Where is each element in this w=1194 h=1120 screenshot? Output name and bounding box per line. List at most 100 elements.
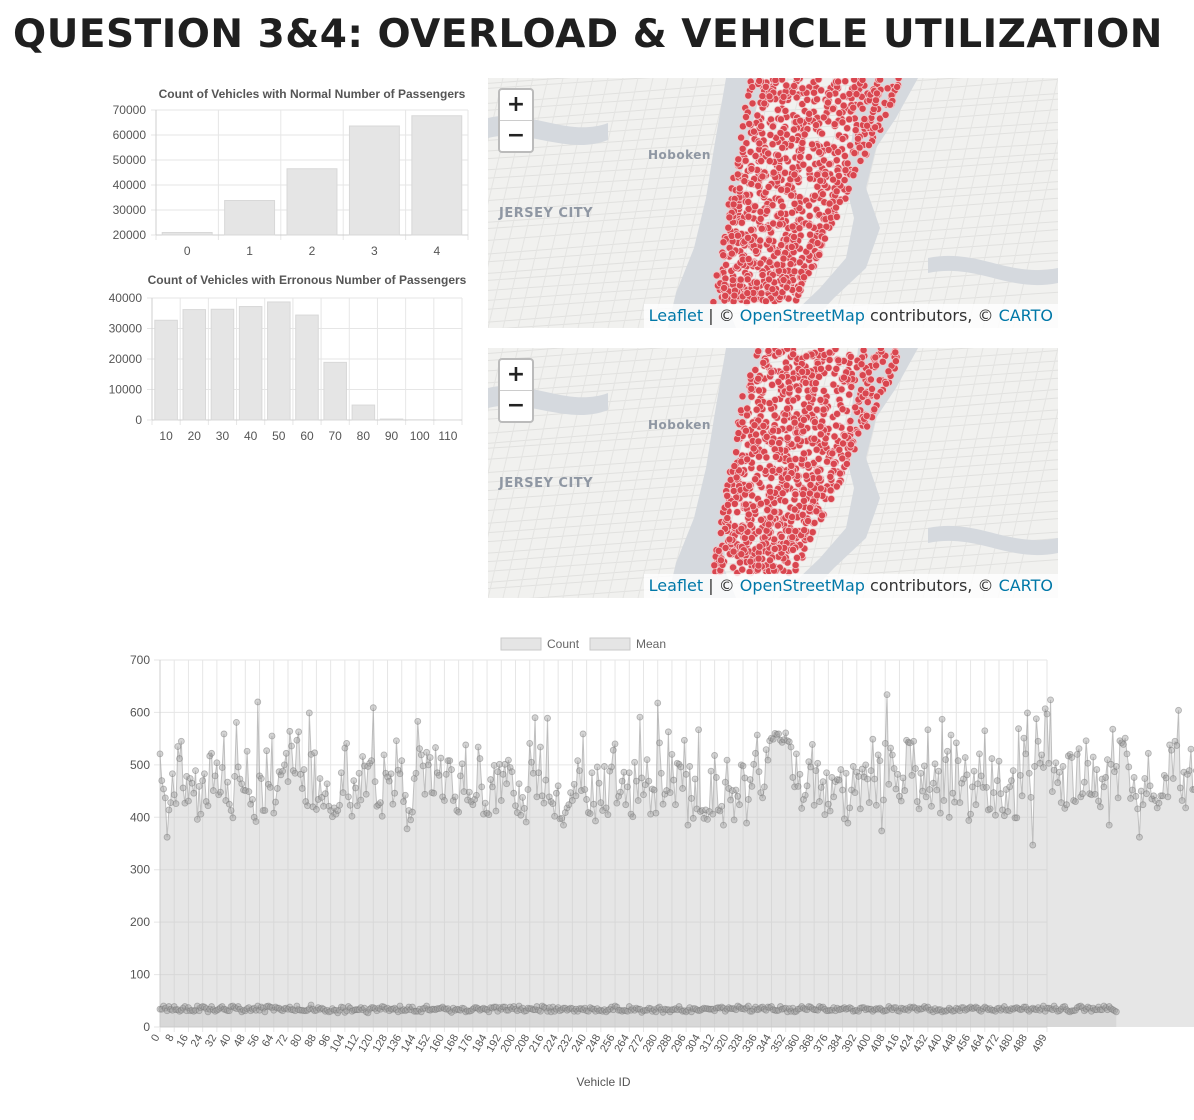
data-point [1038, 751, 1046, 759]
vehicle-marker [730, 499, 739, 508]
vehicle-marker [815, 250, 824, 259]
zoom-control: + − [498, 358, 534, 423]
data-point [357, 796, 365, 804]
data-point [245, 788, 253, 796]
data-point [917, 769, 925, 777]
data-point [371, 778, 379, 786]
data-point [284, 778, 292, 786]
data-point [1072, 798, 1079, 805]
vehicle-marker [795, 224, 804, 233]
zoom-in-button[interactable]: + [500, 360, 532, 391]
vehicle-marker [838, 439, 847, 448]
data-point [313, 806, 320, 813]
vehicle-marker [759, 358, 768, 367]
data-point [208, 749, 215, 757]
y-tick-label: 20000 [109, 352, 143, 366]
vehicle-marker [795, 258, 804, 267]
vehicle-marker [747, 225, 756, 234]
vehicle-marker [758, 172, 767, 181]
carto-link[interactable]: CARTO [998, 306, 1053, 325]
openstreetmap-link[interactable]: OpenStreetMap [739, 576, 865, 595]
vehicle-marker [756, 214, 765, 223]
data-point [417, 751, 425, 759]
vehicle-marker [725, 213, 734, 222]
carto-link[interactable]: CARTO [998, 576, 1053, 595]
map-street [577, 348, 639, 598]
data-point [444, 757, 452, 765]
vehicle-marker [834, 97, 843, 106]
data-point [396, 770, 404, 778]
data-point [485, 811, 493, 819]
data-point [300, 766, 308, 773]
vehicle-marker [775, 466, 784, 475]
vehicle-marker [789, 396, 798, 405]
data-point [972, 801, 980, 809]
openstreetmap-link[interactable]: OpenStreetMap [739, 306, 865, 325]
data-point [711, 752, 718, 759]
vehicle-marker [849, 171, 858, 180]
vehicle-marker [788, 545, 797, 554]
vehicle-marker [730, 291, 739, 300]
data-point [533, 793, 541, 801]
data-point [1091, 790, 1099, 798]
bar [238, 306, 263, 421]
page-title: QUESTION 3&4: OVERLOAD & VEHICLE UTILIZA… [13, 12, 1163, 57]
map-street [562, 348, 624, 598]
zoom-in-button[interactable]: + [500, 90, 532, 121]
vehicle-marker [782, 235, 791, 244]
data-point [824, 800, 832, 808]
vehicle-marker [779, 254, 788, 263]
zoom-out-button[interactable]: − [506, 393, 526, 418]
leaflet-link[interactable]: Leaflet [648, 306, 704, 325]
data-point [844, 819, 852, 827]
attribution-separator: | © [703, 576, 740, 595]
map-street [967, 78, 1029, 328]
zoom-out-button[interactable]: − [506, 123, 526, 148]
data-point [552, 789, 560, 797]
data-point [894, 770, 902, 778]
vehicle-marker [863, 422, 872, 431]
y-tick-label: 60000 [113, 128, 147, 142]
data-point [709, 810, 717, 818]
vehicle-marker [764, 149, 773, 158]
vehicle-marker [771, 78, 780, 85]
data-point [529, 769, 537, 777]
data-point [625, 769, 633, 777]
data-point [195, 782, 203, 790]
data-point [759, 794, 766, 802]
vehicle-marker [799, 160, 808, 169]
data-point [616, 788, 624, 796]
vehicle-marker [780, 416, 789, 425]
data-point [817, 783, 825, 791]
map-panel-overload[interactable]: Hoboken JERSEY CITY + − Leaflet | © Open… [488, 78, 1058, 328]
vehicle-marker [754, 554, 763, 563]
vehicle-marker [832, 364, 841, 373]
data-point [581, 786, 589, 793]
data-point [544, 714, 551, 722]
data-point [464, 796, 471, 804]
vehicle-marker [798, 367, 807, 376]
data-point [380, 751, 388, 759]
vehicle-marker [850, 78, 859, 84]
map-street [532, 78, 594, 328]
data-point [1032, 715, 1040, 723]
data-point [638, 774, 646, 782]
data-point [830, 793, 838, 801]
map-street [667, 78, 729, 328]
leaflet-link[interactable]: Leaflet [648, 576, 704, 595]
vehicle-marker [791, 561, 800, 570]
vehicle-marker [787, 242, 796, 251]
data-point [647, 810, 655, 818]
map-attribution: Leaflet | © OpenStreetMap contributors, … [643, 574, 1058, 598]
vehicle-marker [777, 241, 786, 250]
vehicle-marker [723, 514, 732, 523]
bar [323, 361, 347, 421]
vehicle-marker [747, 392, 756, 401]
map-street [488, 197, 1058, 241]
vehicle-marker [842, 459, 851, 468]
map-panel-utilization[interactable]: Hoboken JERSEY CITY + − Leaflet | © Open… [488, 348, 1058, 598]
vehicle-marker [754, 181, 763, 190]
data-point [1176, 784, 1184, 792]
data-point [1123, 750, 1131, 758]
data-point [170, 791, 178, 799]
